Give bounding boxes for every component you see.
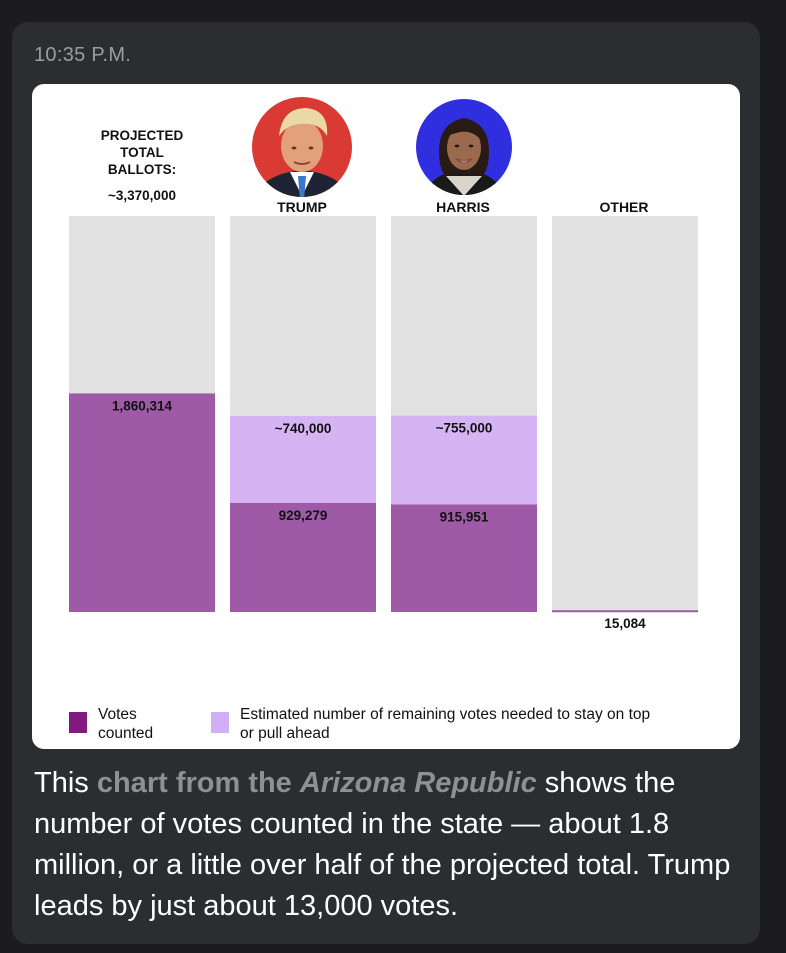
bar-counted-label-other: 15,084 xyxy=(604,616,646,631)
bar-counted-projected xyxy=(69,393,215,612)
message-timestamp: 10:35 P.M. xyxy=(34,44,132,66)
legend-label-needed-line1: Estimated number of remaining votes need… xyxy=(240,706,650,723)
bar-counted-other xyxy=(552,610,698,613)
bar-needed-label-trump: ~740,000 xyxy=(275,421,332,436)
trump-photo xyxy=(252,97,352,197)
bar-background-other xyxy=(552,216,698,612)
caption-pre: This xyxy=(34,767,97,799)
bar-needed-trump xyxy=(230,415,376,503)
projected-total-value: ~3,370,000 xyxy=(108,188,176,203)
legend-label-counted-line2: counted xyxy=(98,725,153,742)
vote-count-chart: PROJECTED TOTAL BALLOTS: ~3,370,000 xyxy=(69,97,698,742)
bar-counted-label-harris: 915,951 xyxy=(440,509,489,524)
legend-label-needed-line2: or pull ahead xyxy=(240,725,330,742)
message-caption: This chart from the Arizona Republic sho… xyxy=(34,763,744,927)
category-label-harris: HARRIS xyxy=(436,199,490,215)
legend-label-counted-line1: Votes xyxy=(98,706,137,723)
bars-group: 1,860,314 ~740,000 929,279 ~755,000 915,951 1… xyxy=(69,216,698,631)
projected-header-line2: TOTAL xyxy=(120,145,164,160)
projected-header-line1: PROJECTED xyxy=(101,128,184,143)
bar-counted-label-projected: 1,860,314 xyxy=(112,398,173,413)
legend-swatch-needed xyxy=(211,712,229,733)
caption-highlight: chart from the xyxy=(96,767,300,799)
chart-image[interactable]: PROJECTED TOTAL BALLOTS: ~3,370,000 xyxy=(32,84,740,749)
bar-counted-trump xyxy=(230,502,376,612)
projected-header-line3: BALLOTS: xyxy=(108,162,176,177)
bar-counted-label-trump: 929,279 xyxy=(279,508,328,523)
category-label-trump: TRUMP xyxy=(277,199,327,215)
bar-needed-harris xyxy=(391,415,537,505)
legend-swatch-counted xyxy=(69,712,87,733)
caption-highlight-source: Arizona Republic xyxy=(299,767,537,799)
harris-photo xyxy=(416,99,512,195)
bar-needed-label-harris: ~755,000 xyxy=(436,421,493,436)
caption-post: shows the number of votes counted in the… xyxy=(34,767,731,922)
category-label-other: OTHER xyxy=(600,199,649,215)
bar-counted-harris xyxy=(391,504,537,612)
